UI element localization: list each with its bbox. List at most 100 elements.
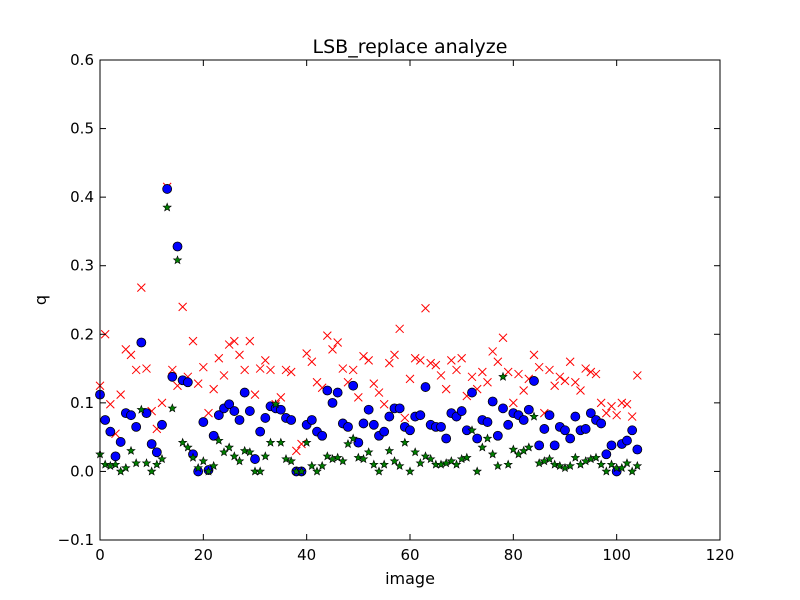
data-point-circle xyxy=(332,387,343,398)
data-point-x xyxy=(596,398,606,408)
data-point-x xyxy=(126,350,136,360)
data-point-star xyxy=(580,456,591,466)
data-point-x xyxy=(116,390,126,399)
data-point-circle xyxy=(239,387,250,398)
data-point-circle xyxy=(523,404,534,415)
data-point-x xyxy=(550,381,560,391)
data-point-star xyxy=(157,454,167,464)
data-point-x xyxy=(338,364,348,373)
data-point-star xyxy=(482,433,493,443)
data-point-circle xyxy=(141,408,152,419)
data-point-x xyxy=(250,390,260,399)
data-point-star xyxy=(126,445,136,455)
data-point-star xyxy=(451,459,462,469)
data-point-star xyxy=(312,466,322,476)
data-point-star xyxy=(389,456,400,466)
x-tick-label: 60 xyxy=(400,546,419,564)
data-point-circle xyxy=(482,417,493,427)
data-point-star xyxy=(131,458,141,468)
data-point-star xyxy=(265,437,276,447)
data-point-circle xyxy=(105,426,116,437)
data-point-star xyxy=(606,459,617,469)
data-point-x xyxy=(508,398,518,408)
data-point-star xyxy=(229,451,240,461)
data-point-star xyxy=(110,459,121,469)
data-point-x xyxy=(400,413,410,423)
data-point-circle xyxy=(420,382,431,392)
data-point-circle xyxy=(162,184,173,194)
data-point-x xyxy=(131,365,141,375)
data-point-circle xyxy=(110,451,121,462)
data-point-circle xyxy=(306,415,317,425)
data-point-x xyxy=(245,336,255,346)
data-point-circle xyxy=(441,433,452,444)
data-point-x xyxy=(286,367,296,377)
data-point-circle xyxy=(208,430,219,441)
data-point-star xyxy=(172,255,183,265)
data-point-star xyxy=(348,433,358,443)
data-point-x xyxy=(627,412,637,421)
data-point-x xyxy=(224,340,234,349)
data-point-x xyxy=(421,303,430,313)
y-axis-label: q xyxy=(31,295,50,305)
data-point-star xyxy=(152,459,162,469)
data-point-star xyxy=(193,462,203,473)
data-point-x xyxy=(591,369,601,379)
data-point-x xyxy=(452,365,461,375)
data-point-x xyxy=(441,384,451,394)
data-point-x xyxy=(255,364,265,373)
data-point-x xyxy=(266,365,275,375)
data-point-x xyxy=(348,365,358,375)
data-point-x xyxy=(488,347,498,356)
data-point-star xyxy=(363,447,374,457)
data-point-x xyxy=(178,302,188,312)
data-point-x xyxy=(431,360,441,370)
data-point-star xyxy=(632,460,643,471)
data-point-x xyxy=(617,398,627,408)
data-point-circle xyxy=(570,411,581,422)
data-point-circle xyxy=(498,403,508,414)
data-point-circle xyxy=(131,421,142,432)
data-point-star xyxy=(369,459,379,469)
data-point-star xyxy=(136,404,147,414)
data-point-circle xyxy=(596,418,607,429)
data-point-circle xyxy=(157,419,167,430)
data-point-star xyxy=(601,466,612,476)
data-point-circle xyxy=(405,425,415,436)
data-point-star xyxy=(498,371,508,381)
data-point-star xyxy=(415,458,426,468)
data-point-star xyxy=(260,451,271,461)
series-circle xyxy=(95,184,643,477)
data-point-circle xyxy=(627,425,638,436)
y-tick-label: 0.3 xyxy=(70,257,94,275)
data-point-x xyxy=(436,371,446,380)
data-point-star xyxy=(503,459,513,469)
data-point-star xyxy=(405,466,415,476)
data-point-x xyxy=(167,365,177,375)
data-point-x xyxy=(384,358,394,368)
data-point-circle xyxy=(379,426,390,437)
data-point-circle xyxy=(260,413,271,423)
data-point-x xyxy=(193,379,203,389)
data-point-circle xyxy=(343,421,353,432)
data-point-star xyxy=(270,399,281,409)
data-point-star xyxy=(224,442,234,452)
data-point-circle xyxy=(286,415,297,425)
data-point-circle xyxy=(115,437,126,447)
x-tick-label: 40 xyxy=(297,546,316,564)
data-point-star xyxy=(322,451,333,461)
data-point-x xyxy=(276,393,286,402)
data-point-star xyxy=(622,458,632,468)
data-point-star xyxy=(487,449,498,459)
data-point-x xyxy=(493,357,503,367)
data-point-x xyxy=(359,351,368,361)
data-point-star xyxy=(472,466,482,476)
data-point-circle xyxy=(327,397,338,408)
chart-title: LSB_replace analyze xyxy=(313,36,508,58)
data-point-x xyxy=(457,353,467,363)
data-point-x xyxy=(446,355,456,365)
data-point-star xyxy=(281,454,291,464)
data-point-x xyxy=(374,388,384,397)
data-point-star xyxy=(384,445,395,455)
